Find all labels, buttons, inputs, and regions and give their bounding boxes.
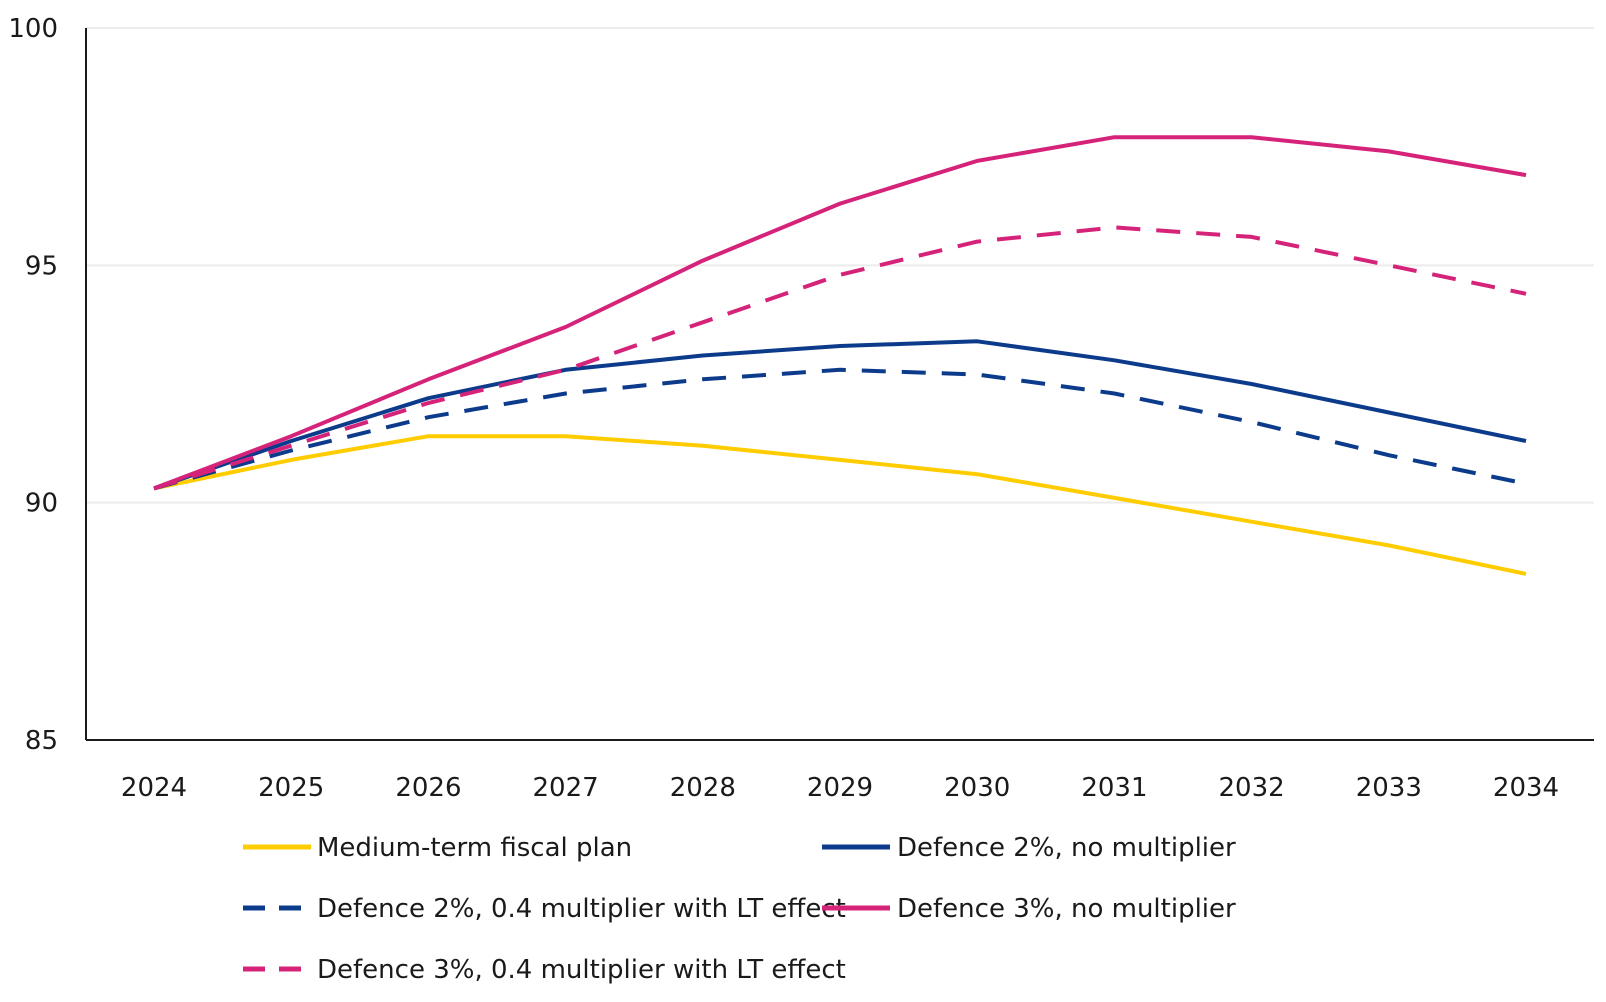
y-tick-label: 100: [8, 14, 58, 44]
x-tick-label: 2024: [121, 773, 187, 803]
axes: [85, 28, 1594, 741]
y-tick-label: 85: [25, 726, 58, 756]
x-tick-label: 2027: [533, 773, 599, 803]
x-tick-label: 2034: [1493, 773, 1559, 803]
legend: Medium-term fiscal plan Defence 2%, no mu…: [243, 833, 1236, 985]
legend-label-1: Medium-term fiscal plan: [317, 833, 632, 863]
x-tick-label: 2032: [1219, 773, 1285, 803]
series-line-3: [153, 367, 1527, 491]
series-line-5: [153, 225, 1527, 491]
x-tick-label: 2025: [258, 773, 324, 803]
x-tick-label: 2029: [807, 773, 873, 803]
y-tick-labels: 85 90 95 100: [8, 14, 58, 756]
legend-label-4: Defence 3%, no multiplier: [897, 894, 1236, 924]
gridlines: [86, 27, 1594, 504]
y-tick-label: 90: [25, 489, 58, 519]
y-tick-label: 95: [25, 251, 58, 281]
x-tick-label: 2028: [670, 773, 736, 803]
legend-label-5: Defence 3%, 0.4 multiplier with LT effec…: [317, 955, 846, 985]
x-tick-label: 2031: [1081, 773, 1147, 803]
series-line-2: [153, 339, 1527, 491]
series-line-4: [153, 135, 1527, 491]
x-tick-label: 2030: [944, 773, 1010, 803]
series-line-1: [153, 434, 1527, 576]
x-tick-label: 2026: [395, 773, 461, 803]
legend-label-2: Defence 2%, no multiplier: [897, 833, 1236, 863]
x-tick-label: 2033: [1356, 773, 1422, 803]
legend-label-3: Defence 2%, 0.4 multiplier with LT effec…: [317, 894, 846, 924]
x-tick-labels: 2024 2025 2026 2027 2028 2029 2030 2031 2032 2033…: [121, 773, 1559, 803]
series-lines: [153, 135, 1527, 576]
